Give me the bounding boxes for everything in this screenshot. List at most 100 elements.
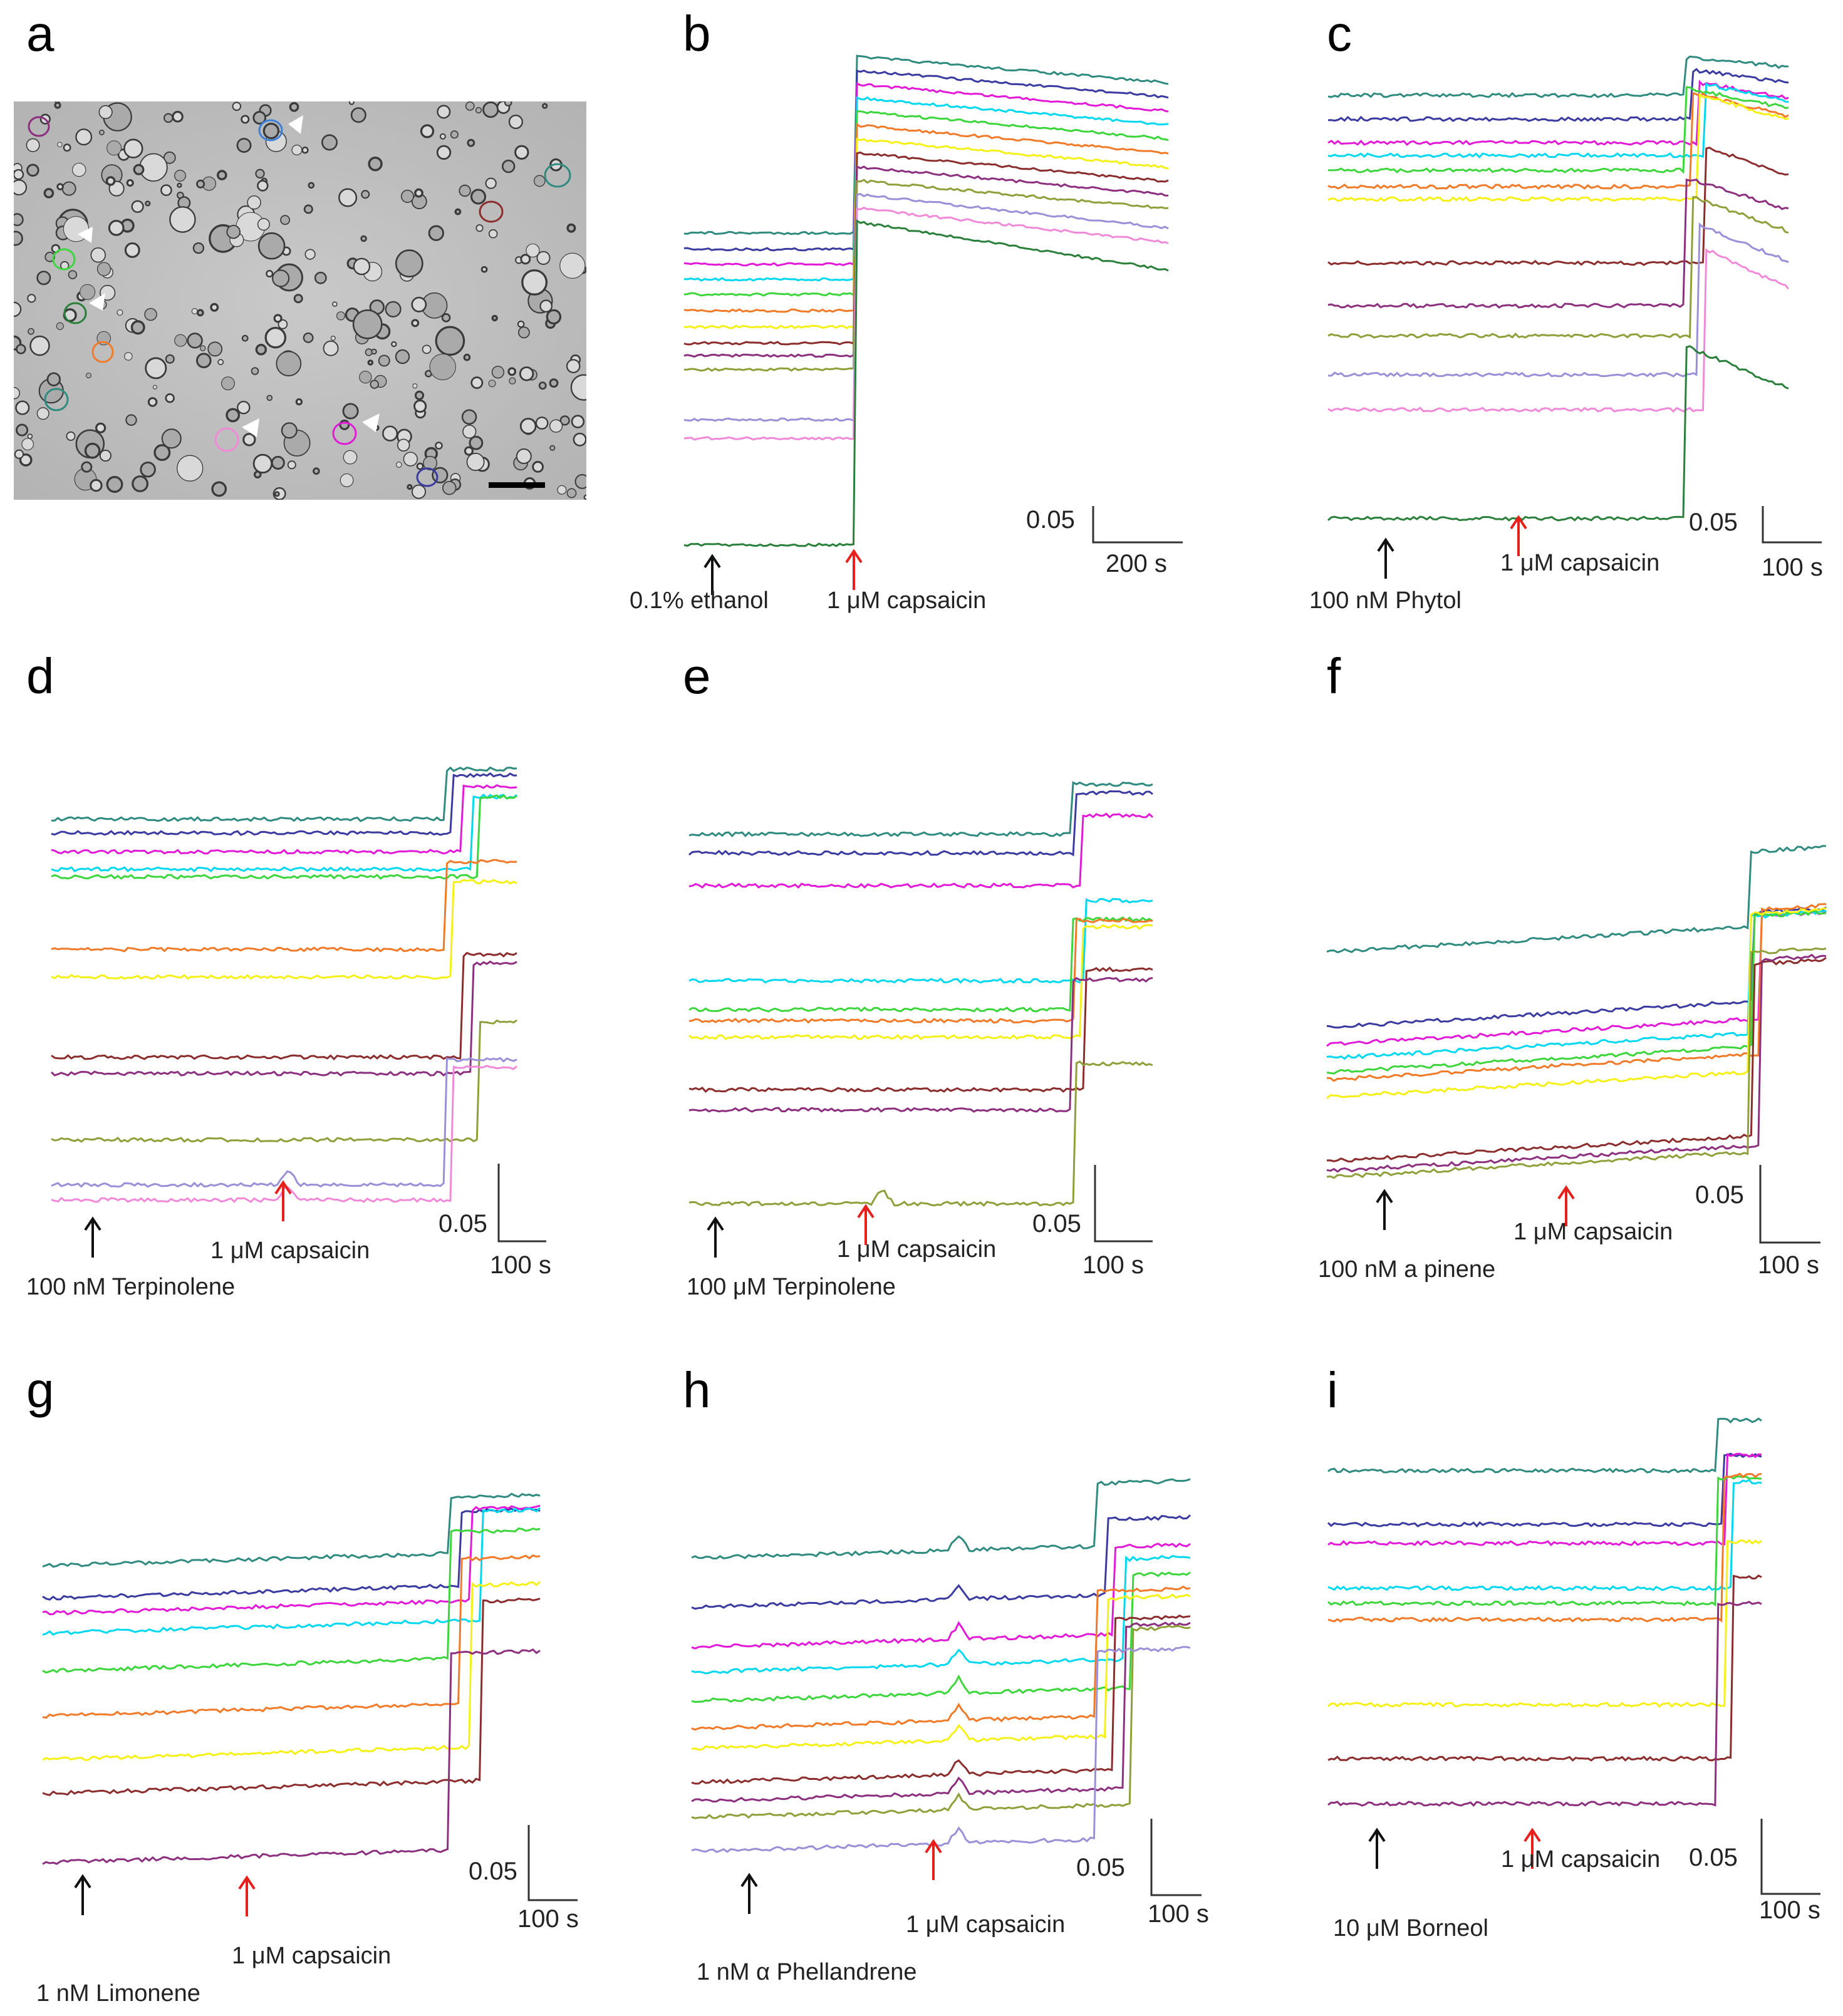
cell-body (56, 322, 64, 330)
panel-h-trace (691, 1621, 1191, 1803)
cell-body (441, 313, 451, 323)
cell-body (46, 372, 61, 386)
cell-body (29, 335, 50, 356)
cell-body (125, 414, 137, 426)
cell-body (352, 309, 383, 339)
cell-body (395, 462, 402, 468)
panel-letter-b: b (683, 6, 711, 61)
cell-body (242, 433, 256, 447)
cell-body (257, 218, 270, 231)
panel-g-trace (42, 1527, 541, 1674)
scale-time-f: 100 s (1758, 1251, 1819, 1279)
cell-body (131, 200, 144, 213)
cell-body (90, 478, 103, 492)
cell-body (172, 111, 184, 123)
panel-c-trace (1327, 178, 1789, 309)
cell-body (570, 374, 586, 401)
cell-body (251, 367, 259, 375)
cell-body (485, 177, 497, 189)
cell-body (255, 168, 265, 178)
cell-body (124, 242, 140, 258)
panel-letter-g: g (26, 1362, 55, 1418)
cell-markers (28, 116, 571, 487)
cell-body (291, 144, 303, 155)
panel-c-trace (1327, 91, 1789, 190)
cell-body (313, 467, 320, 475)
panel-b-trace (683, 70, 1169, 252)
panel-c-trace (1327, 86, 1789, 174)
cell-body (308, 182, 315, 189)
panel-b-trace (683, 151, 1169, 346)
cell-body (514, 145, 529, 160)
panel-d-trace (51, 794, 517, 880)
panel-f-trace (1326, 910, 1827, 1060)
cell-body (557, 485, 567, 495)
black-arrow-i (1368, 1827, 1386, 1869)
treatment-label-f: 100 nM a pinene (1318, 1256, 1496, 1283)
panel-i-trace (1327, 1539, 1762, 1708)
cell-body (98, 105, 113, 120)
panel-f-trace (1326, 906, 1827, 1029)
cell-body (177, 182, 182, 189)
scale-bar-e (1094, 1165, 1153, 1243)
cell-body (273, 314, 283, 323)
cell-body (126, 178, 134, 187)
panel-i-trace (1327, 1475, 1762, 1607)
panel-d-trace (51, 951, 517, 1061)
scale-time-h: 100 s (1148, 1900, 1209, 1928)
cell-body (236, 138, 252, 153)
panel-c-trace (1327, 196, 1789, 339)
cell-body (247, 195, 261, 210)
cell-body (14, 301, 22, 317)
cell-body (517, 320, 525, 328)
treatment-label-d: 100 nM Terpinolene (26, 1274, 236, 1300)
cell-body (574, 474, 586, 489)
cell-body (276, 351, 302, 376)
cell-body (520, 254, 531, 265)
cell-body (14, 213, 24, 227)
arrowheads (78, 115, 380, 437)
panel-e-trace (688, 916, 1153, 1013)
cell-body (461, 409, 477, 425)
red-arrow-i (1524, 1827, 1541, 1869)
panel-f-trace (1326, 845, 1827, 954)
cell-body (21, 438, 34, 450)
black-arrow-e (707, 1216, 724, 1258)
cell-body (442, 480, 457, 495)
panel-e-trace (688, 1060, 1153, 1207)
treatment-label-h: 1 nM α Phellandrene (697, 1959, 917, 1985)
cell-body (391, 341, 397, 348)
cell-body (559, 252, 586, 279)
cell-body (132, 475, 149, 492)
cell-body (289, 101, 299, 112)
cell-body (257, 232, 286, 260)
cell-body (535, 416, 549, 430)
panel-g-trace (42, 1507, 541, 1636)
cell-body (232, 101, 242, 111)
cell-body (19, 453, 33, 467)
panel-letter-e: e (683, 648, 711, 704)
cell-body (343, 450, 358, 465)
cell-body (90, 247, 106, 263)
cell-body (57, 142, 63, 148)
cell-body (165, 354, 175, 364)
cell-body (237, 400, 251, 415)
cell-body (450, 130, 459, 139)
cell-micrograph (14, 101, 586, 500)
cell-body (106, 140, 122, 156)
cell-body (287, 460, 296, 470)
cell-body (566, 488, 577, 499)
panel-e-trace (688, 976, 1153, 1113)
cell-body (106, 476, 123, 493)
cell-body (117, 309, 123, 316)
scale-bar-b (1092, 506, 1183, 544)
cell-body (407, 483, 413, 490)
cell-body (44, 252, 55, 262)
panel-c-trace (1327, 82, 1789, 159)
panel-b-trace (683, 178, 1169, 372)
cell-body (264, 326, 287, 349)
cell-body (480, 266, 488, 273)
panel-d-trace (51, 793, 517, 873)
cell-body (14, 179, 28, 196)
capsaicin-label-b: 1 μM capsaicin (827, 587, 987, 614)
